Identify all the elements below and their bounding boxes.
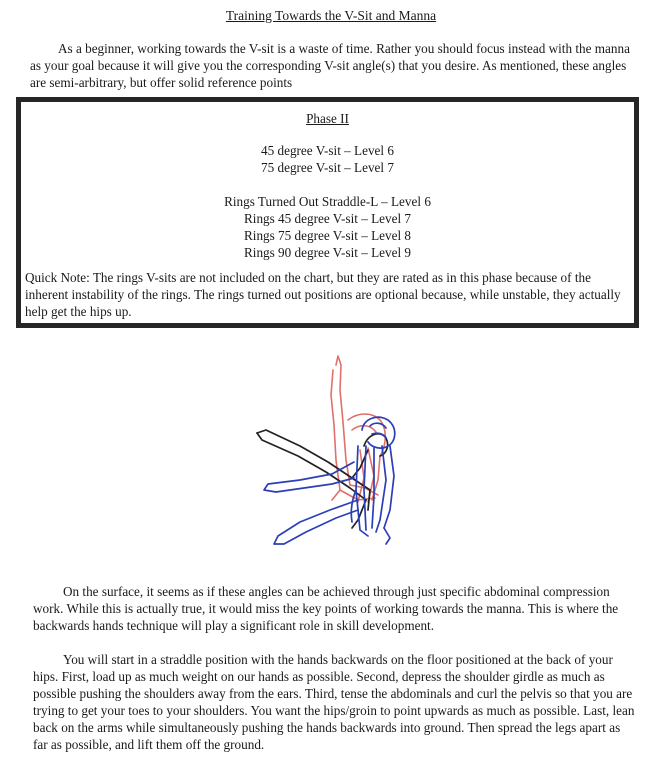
phase-box: Phase II 45 degree V-sit – Level 6 75 de… [16, 97, 639, 328]
intro-paragraph: As a beginner, working towards the V-sit… [30, 41, 630, 90]
vertical-pose-figure [330, 355, 387, 503]
level-item: Rings Turned Out Straddle-L – Level 6 [224, 194, 431, 209]
level-item: Rings 45 degree V-sit – Level 7 [243, 211, 412, 226]
level-item: 45 degree V-sit – Level 6 [261, 143, 394, 158]
quick-note: Quick Note: The rings V-sits are not inc… [25, 270, 621, 319]
level-list-vsit: 45 degree V-sit – Level 6 75 degree V-si… [21, 142, 634, 176]
page-title: Training Towards the V-Sit and Manna [225, 8, 437, 23]
floor-pose-figure [263, 416, 396, 545]
body-paragraph: On the surface, it seems as if these ang… [33, 584, 619, 633]
level-item: Rings 75 degree V-sit – Level 8 [243, 228, 412, 243]
vsit-manna-illustration [256, 355, 396, 545]
phase-heading: Phase II [306, 111, 349, 126]
body-paragraph: You will start in a straddle position wi… [33, 652, 635, 752]
angled-pose-figure [256, 429, 389, 529]
level-item: 75 degree V-sit – Level 7 [261, 160, 394, 175]
level-item: Rings 90 degree V-sit – Level 9 [243, 245, 412, 260]
level-list-rings: Rings Turned Out Straddle-L – Level 6 Ri… [21, 193, 634, 261]
